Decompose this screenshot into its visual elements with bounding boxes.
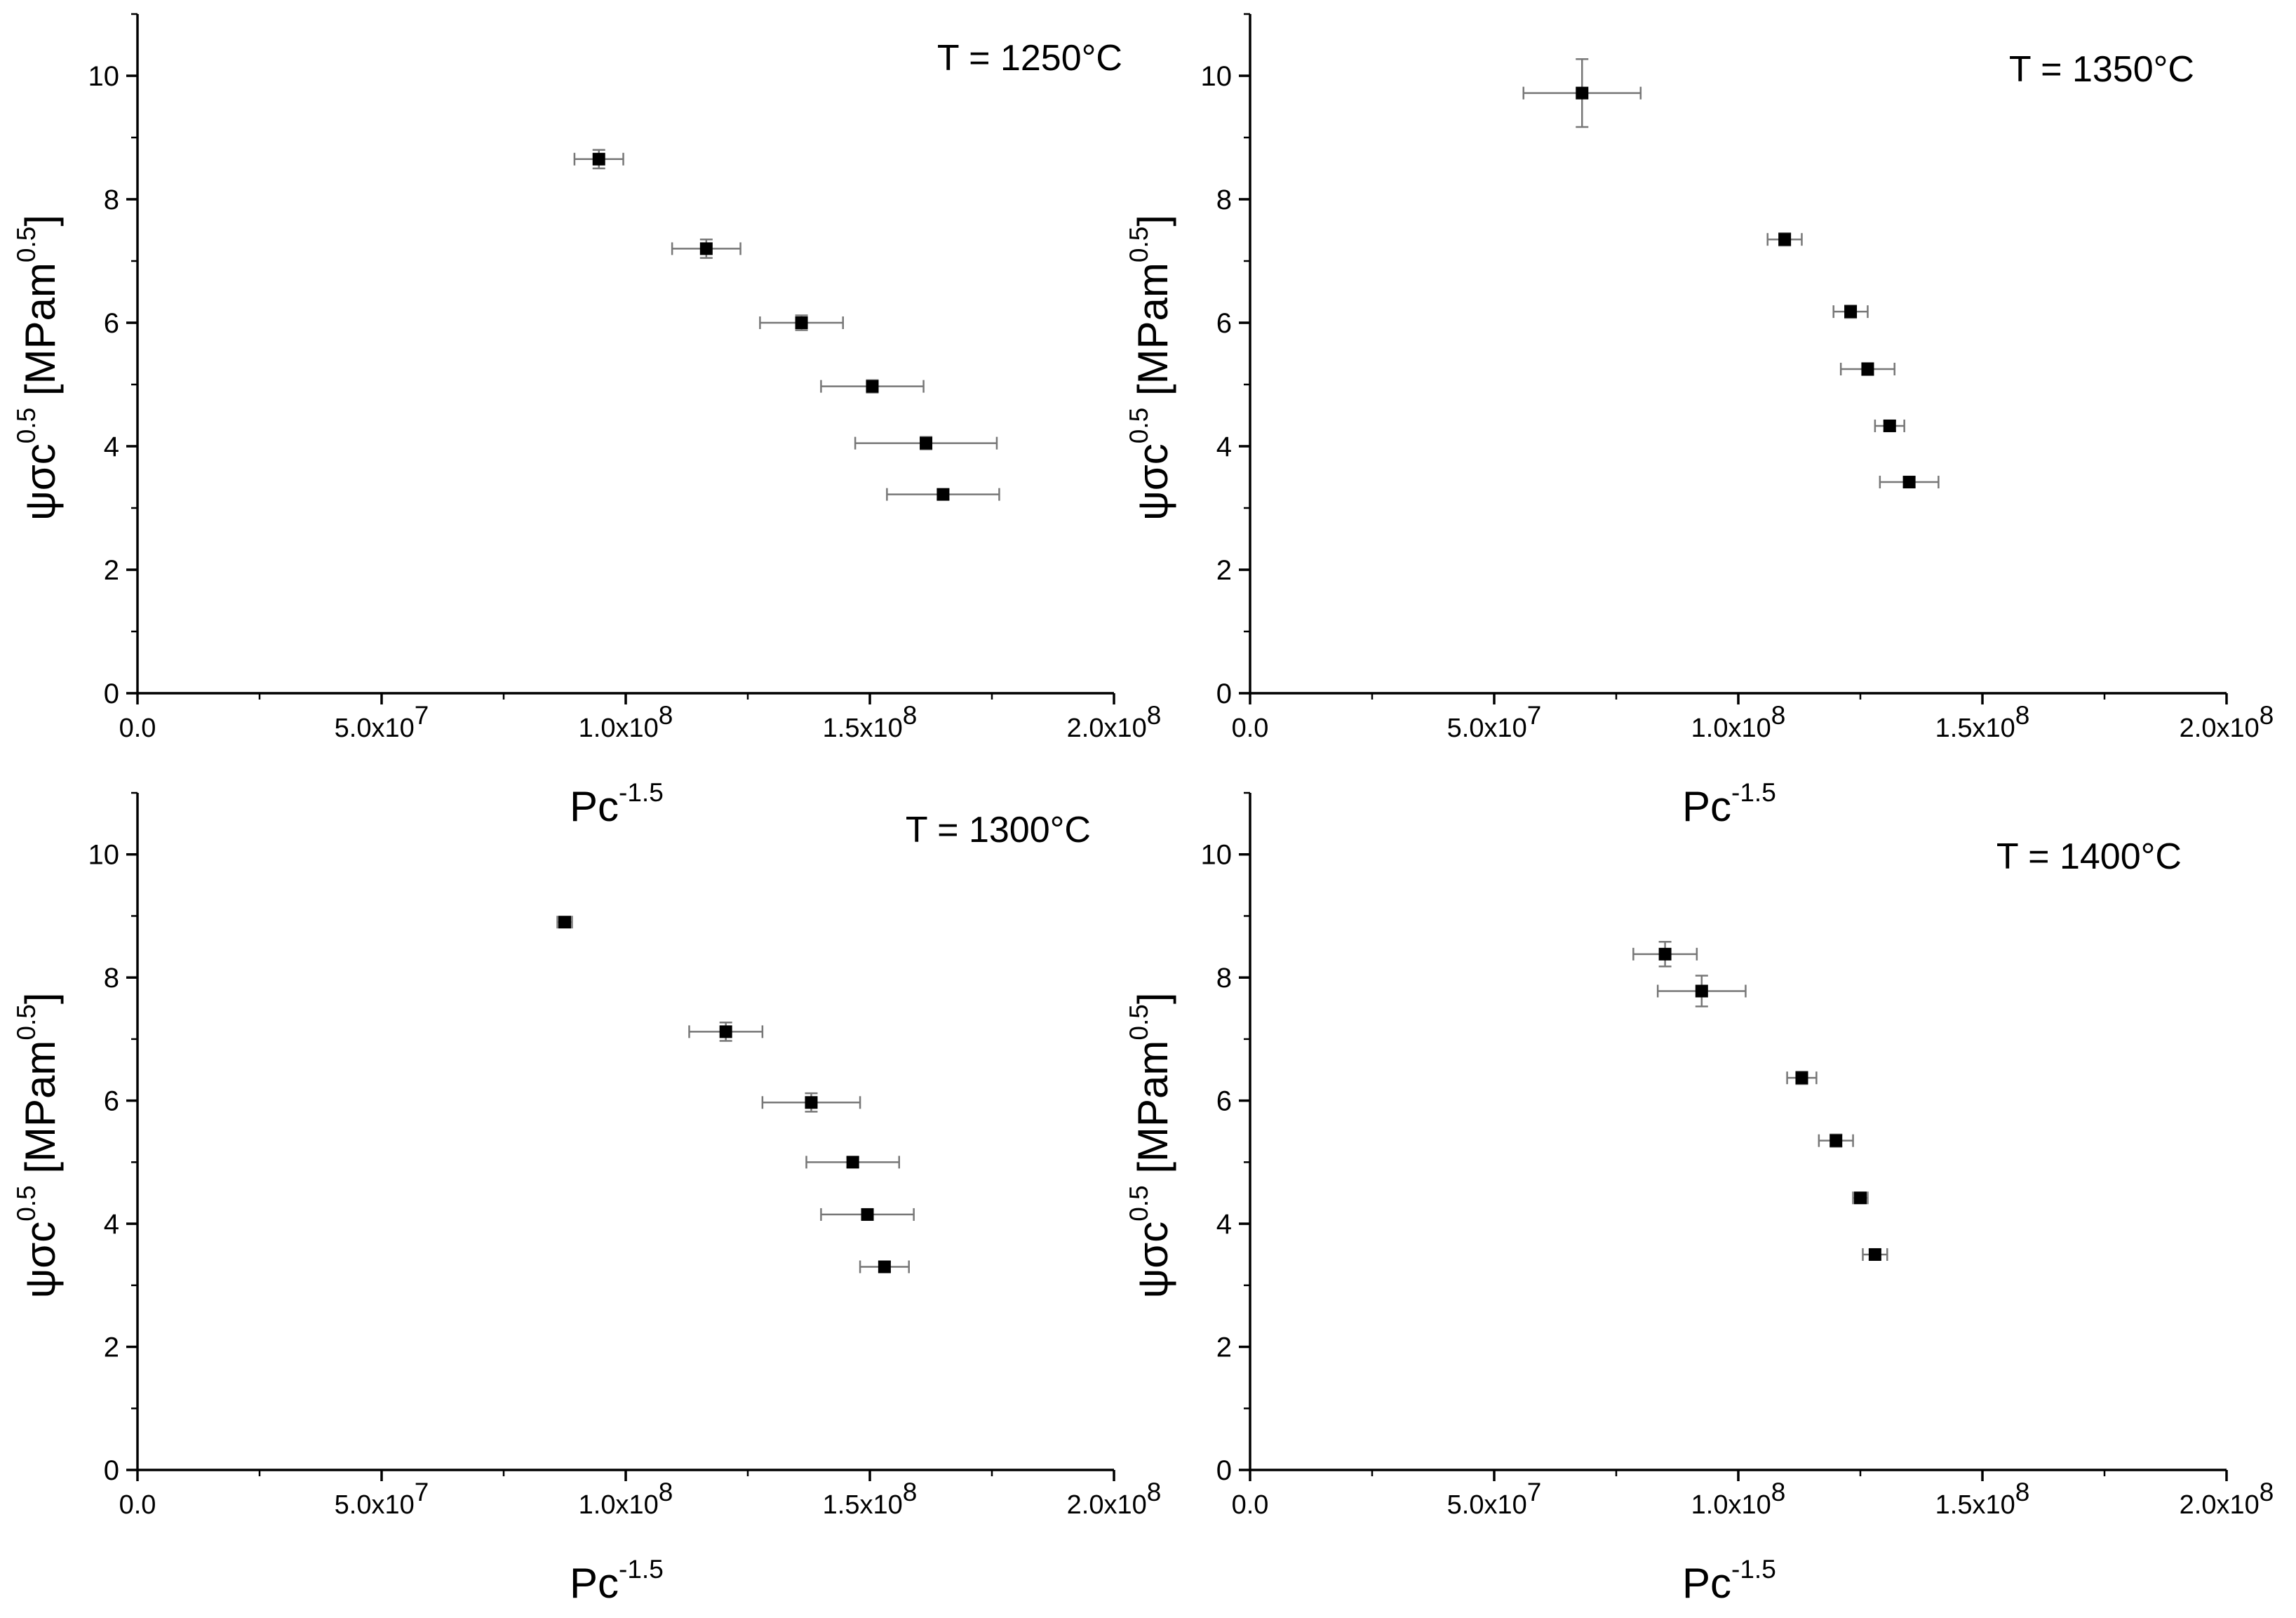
x-tick-label: 1.0x108 — [1691, 701, 1786, 743]
y-tick-label: 2 — [104, 555, 119, 586]
x-tick-label: 1.5x108 — [823, 1478, 918, 1520]
data-point — [1854, 1191, 1867, 1205]
data-point — [1868, 1248, 1881, 1261]
x-tick-label: 1.0x108 — [579, 701, 673, 743]
data-point — [1795, 1071, 1808, 1085]
y-tick-label: 8 — [1216, 185, 1232, 215]
y-tick-label: 8 — [1216, 963, 1232, 994]
y-tick-label: 0 — [1216, 1455, 1232, 1486]
data-point — [1844, 305, 1858, 319]
y-tick-label: 2 — [1216, 1332, 1232, 1363]
chart-panel-bottom-left: 0.0 5.0x107 1.0x108 1.5x108 2.0x108 0 2 4 6 8 10 Pc… — [12, 791, 1162, 1607]
x-axis-label: Pc-1.5 — [570, 778, 664, 830]
y-tick-label: 6 — [104, 308, 119, 339]
y-tick-label: 6 — [104, 1086, 119, 1117]
y-tick-label: 8 — [104, 963, 119, 994]
y-tick-label: 6 — [1216, 308, 1232, 339]
data-point — [920, 436, 933, 450]
data-point — [861, 1208, 874, 1221]
y-tick-label: 6 — [1216, 1086, 1232, 1117]
data-point — [878, 1260, 891, 1273]
y-tick-label: 10 — [88, 840, 120, 871]
y-tick-label: 2 — [1216, 555, 1232, 586]
data-point — [1830, 1134, 1843, 1147]
chart-title: T = 1400°C — [1996, 836, 2182, 877]
chart-title: T = 1350°C — [2009, 49, 2194, 90]
chart-panel-bottom-right: 0.0 5.0x107 1.0x108 1.5x108 2.0x108 0 2 4 6 8 10 Pc… — [1124, 791, 2274, 1607]
y-axis-label: ψσc0.5 [MPam0.5] — [1124, 992, 1176, 1298]
y-axis-label: ψσc0.5 [MPam0.5] — [1124, 215, 1176, 521]
chart-panel-top-right: 0.0 5.0x107 1.0x108 1.5x108 2.0x108 0 2 4 6 8 10 Pc… — [1124, 13, 2274, 830]
data-point — [936, 488, 950, 501]
chart-panel-top-left: 0.0 5.0x107 1.0x108 1.5x108 2.0x108 0 2 4 6 8 10 Pc… — [12, 13, 1162, 830]
x-tick-label: 5.0x107 — [335, 1478, 429, 1520]
y-tick-label: 10 — [1201, 61, 1233, 92]
data-point — [1576, 86, 1589, 100]
x-tick-label: 0.0 — [119, 714, 156, 743]
y-tick-label: 4 — [1216, 432, 1232, 462]
chart-title: T = 1250°C — [937, 38, 1122, 79]
x-tick-label: 1.5x108 — [1935, 701, 2030, 743]
y-axis-label: ψσc0.5 [MPam0.5] — [12, 992, 64, 1298]
x-tick-label: 2.0x108 — [2180, 1478, 2274, 1520]
data-point — [805, 1096, 818, 1109]
y-tick-label: 10 — [88, 61, 120, 92]
data-point — [558, 916, 571, 929]
y-tick-label: 0 — [104, 678, 119, 709]
y-tick-label: 4 — [104, 432, 119, 462]
x-tick-label: 2.0x108 — [1067, 1478, 1162, 1520]
x-tick-label: 1.5x108 — [823, 701, 918, 743]
x-tick-label: 5.0x107 — [1447, 1478, 1542, 1520]
y-tick-label: 0 — [1216, 678, 1232, 709]
y-tick-label: 2 — [104, 1332, 119, 1363]
x-axis-label: Pc-1.5 — [1682, 1555, 1776, 1607]
data-point — [866, 380, 879, 393]
x-tick-label: 2.0x108 — [1067, 701, 1162, 743]
x-axis-label: Pc-1.5 — [570, 1555, 664, 1607]
data-point — [795, 316, 808, 329]
data-point — [1861, 363, 1874, 375]
y-tick-label: 0 — [104, 1455, 119, 1486]
y-tick-label: 10 — [1201, 840, 1233, 871]
x-tick-label: 1.0x108 — [579, 1478, 673, 1520]
x-tick-label: 5.0x107 — [335, 701, 429, 743]
data-point — [1658, 947, 1672, 961]
data-point — [592, 152, 605, 166]
y-tick-label: 4 — [1216, 1209, 1232, 1240]
x-tick-label: 0.0 — [1232, 714, 1269, 743]
x-tick-label: 2.0x108 — [2180, 701, 2274, 743]
data-point — [1883, 419, 1896, 432]
data-point — [1695, 984, 1708, 998]
x-axis-label: Pc-1.5 — [1682, 778, 1776, 830]
x-tick-label: 0.0 — [1232, 1490, 1269, 1520]
y-axis-label: ψσc0.5 [MPam0.5] — [12, 215, 64, 521]
chart-title: T = 1300°C — [906, 810, 1091, 850]
x-tick-label: 1.0x108 — [1691, 1478, 1786, 1520]
x-tick-label: 1.5x108 — [1935, 1478, 2030, 1520]
y-tick-label: 4 — [104, 1209, 119, 1240]
data-point — [699, 242, 713, 255]
y-tick-label: 8 — [104, 185, 119, 215]
data-point — [1778, 233, 1792, 246]
data-point — [1902, 476, 1916, 489]
x-tick-label: 0.0 — [119, 1490, 156, 1520]
data-point — [719, 1025, 732, 1038]
x-tick-label: 5.0x107 — [1447, 701, 1542, 743]
data-point — [846, 1156, 859, 1169]
